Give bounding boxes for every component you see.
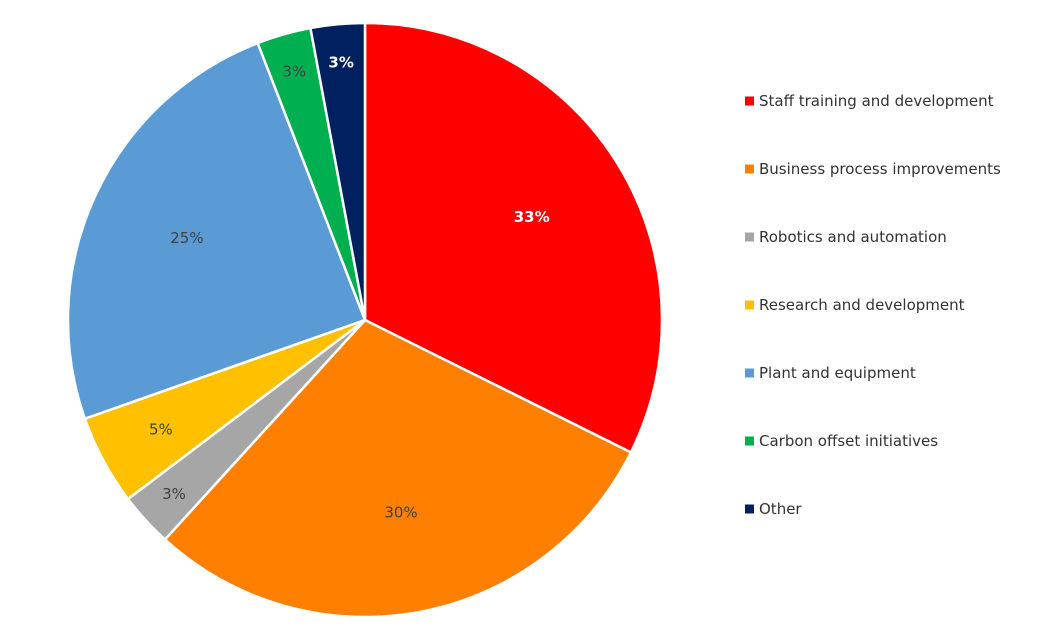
legend-item-plant-and-equipment: Plant and equipment [745,364,916,382]
legend-item-carbon-offset-initiatives: Carbon offset initiatives [745,432,938,450]
data-label-staff-training-and-development: 33% [514,208,550,226]
data-label-plant-and-equipment: 25% [170,229,203,247]
pie-slice-plant-and-equipment [66,41,367,420]
data-label-robotics-and-automation: 3% [162,485,186,503]
legend-label: Robotics and automation [759,228,947,246]
legend-item-business-process-improvements: Business process improvements [745,160,1001,178]
legend-item-robotics-and-automation: Robotics and automation [745,228,947,246]
legend-marker [745,504,754,514]
legend-marker [745,232,754,242]
pie-slice-other [309,21,367,322]
legend-item-other: Other [745,500,802,518]
legend-marker [745,436,754,446]
pie-slices [66,21,664,619]
legend-label: Staff training and development [759,92,994,110]
data-label-carbon-offset-initiatives: 3% [282,62,306,80]
legend-marker [745,368,754,378]
data-label-other: 3% [328,54,353,72]
legend-label: Plant and equipment [759,364,916,382]
data-label-research-and-development: 5% [149,421,173,439]
legend-label: Business process improvements [759,160,1001,178]
legend-label: Research and development [759,296,965,314]
data-label-business-process-improvements: 30% [384,504,417,522]
legend-item-staff-training-and-development: Staff training and development [745,92,994,110]
legend-marker [745,164,754,174]
legend-marker [745,300,754,310]
legend-label: Other [759,500,802,518]
legend-item-research-and-development: Research and development [745,296,965,314]
legend-marker [745,96,754,106]
legend: Staff training and development Business p… [745,92,1001,518]
pie-slice-business-process-improvements [163,318,633,619]
pie-slice-staff-training-and-development [363,21,664,454]
pie-slice-labels: 33% 30% 3% 5% 25% 3% 3% [149,54,550,522]
legend-label: Carbon offset initiatives [759,432,938,450]
